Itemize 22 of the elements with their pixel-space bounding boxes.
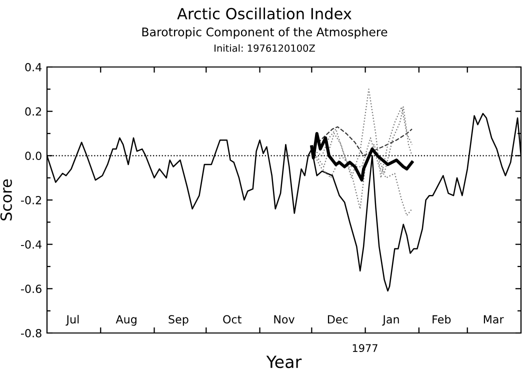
x-tick-label: Nov [274,315,295,324]
y-tick-label: -0.8 [21,328,42,338]
y-tick-label: 0.4 [25,62,42,72]
y-tick-label: -0.2 [21,196,42,204]
x-axis-title: Year [266,356,302,368]
y-tick-label: 0.0 [25,152,42,160]
y-tick-label: 0.2 [25,107,42,116]
chart-subtitle: Barotropic Component of the Atmosphere [142,27,388,39]
y-tick-label: -0.6 [21,284,42,294]
x-tick-label: Oct [223,315,242,324]
x-tick-label: Sep [168,315,188,326]
x-tick-label: Jan [382,315,399,326]
text: Initial: 1976120100Z [214,44,315,52]
chart-title: Arctic Oscillation Index [177,8,352,20]
y-tick-label: -0.4 [21,240,42,249]
x-tick-label: Feb [432,314,451,324]
y-axis-title: Score [0,179,12,220]
x-tick-label: Mar [484,315,504,324]
x-tick-label: Jul [66,314,79,326]
text: 1977 [352,344,378,352]
x-tick-label: Aug [116,315,136,326]
x-tick-label: Dec [328,315,348,324]
